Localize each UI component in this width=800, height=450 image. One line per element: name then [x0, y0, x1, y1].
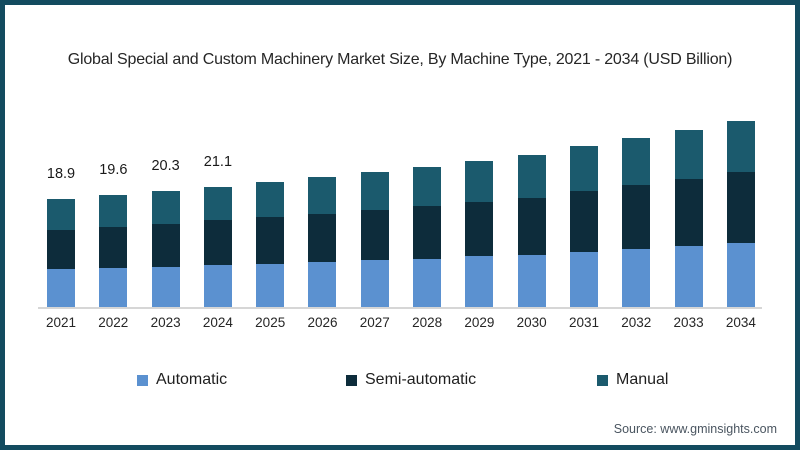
- x-tick-label-2030: 2030: [516, 315, 547, 330]
- bar-2021[interactable]: 18.9: [47, 166, 75, 307]
- bar-segment-manual-2026[interactable]: [308, 177, 337, 214]
- bar-segment-manual-2028[interactable]: [413, 166, 442, 207]
- bar-segment-manual-2032[interactable]: [622, 138, 651, 186]
- legend-swatch-automatic-icon: [137, 374, 148, 386]
- chart-title: Global Special and Custom Machinery Mark…: [67, 51, 733, 68]
- bar-segment-semi-automatic-2022[interactable]: [99, 226, 128, 269]
- x-tick-label-2033: 2033: [673, 315, 704, 330]
- x-tick-label-2022: 2022: [98, 315, 129, 330]
- bar-segment-automatic-2032[interactable]: [622, 248, 651, 307]
- x-tick-label-2027: 2027: [359, 315, 390, 330]
- x-tick-label-2021: 2021: [45, 315, 77, 330]
- x-tick-label-2025: 2025: [255, 315, 286, 330]
- bar-segment-semi-automatic-2029[interactable]: [465, 201, 494, 257]
- bar-segment-semi-automatic-2023[interactable]: [151, 223, 180, 268]
- bar-segment-manual-2027[interactable]: [360, 172, 389, 210]
- bar-segment-manual-2025[interactable]: [256, 182, 285, 218]
- bar-segment-manual-2033[interactable]: [674, 129, 703, 179]
- bar-segment-manual-2029[interactable]: [465, 160, 494, 202]
- bar-segment-automatic-2030[interactable]: [517, 254, 546, 307]
- legend-swatch-semi-automatic-icon: [346, 374, 357, 386]
- bar-total-label-2021: 18.9: [46, 166, 76, 183]
- bar-segment-manual-2030[interactable]: [517, 154, 546, 198]
- x-axis-tick-labels: 2021 2022 2023 2024 2025 2026 2027 2028 2029 2030…: [45, 315, 756, 330]
- bar-segment-semi-automatic-2034[interactable]: [726, 171, 755, 243]
- bar-segment-automatic-2021[interactable]: [47, 269, 75, 307]
- legend-swatch-manual-icon: [597, 374, 608, 386]
- bar-2025[interactable]: [256, 182, 285, 307]
- bar-segment-automatic-2028[interactable]: [413, 258, 442, 307]
- legend-item-semi-automatic[interactable]: Semi-automatic: [346, 370, 476, 390]
- bar-2022[interactable]: 19.6: [99, 162, 127, 307]
- bar-segment-manual-2024[interactable]: [203, 186, 232, 221]
- x-tick-label-2024: 2024: [202, 315, 233, 330]
- x-tick-label-2026: 2026: [307, 315, 338, 330]
- x-tick-label-2034: 2034: [725, 315, 756, 330]
- bar-2027[interactable]: [360, 172, 389, 307]
- bar-total-label-2024: 21.1: [203, 153, 233, 170]
- bar-segment-manual-2022[interactable]: [99, 195, 128, 227]
- bar-segment-automatic-2026[interactable]: [308, 262, 337, 307]
- legend-item-automatic[interactable]: Automatic: [137, 370, 227, 390]
- bar-segment-semi-automatic-2028[interactable]: [413, 206, 442, 259]
- bar-segment-semi-automatic-2032[interactable]: [622, 185, 651, 249]
- bar-2028[interactable]: [413, 166, 442, 307]
- bar-segment-semi-automatic-2031[interactable]: [569, 191, 598, 252]
- bar-2032[interactable]: [622, 138, 651, 307]
- x-tick-label-2032: 2032: [621, 315, 652, 330]
- bar-segment-manual-2034[interactable]: [726, 120, 755, 172]
- bar-segment-manual-2023[interactable]: [151, 191, 180, 224]
- bar-segment-automatic-2031[interactable]: [569, 251, 598, 307]
- bar-segment-semi-automatic-2033[interactable]: [674, 178, 703, 246]
- bar-segment-automatic-2023[interactable]: [151, 267, 180, 307]
- bar-segment-manual-2031[interactable]: [569, 146, 598, 192]
- bar-segment-manual-2021[interactable]: [47, 199, 75, 230]
- legend-label-semi-automatic: Semi-automatic: [365, 371, 477, 388]
- bar-segment-semi-automatic-2025[interactable]: [256, 217, 285, 264]
- bar-segment-semi-automatic-2024[interactable]: [203, 220, 232, 266]
- bar-2034[interactable]: [726, 120, 755, 307]
- bar-segment-automatic-2029[interactable]: [465, 256, 494, 307]
- bar-total-label-2022: 19.6: [99, 162, 128, 179]
- bar-segment-automatic-2034[interactable]: [726, 242, 755, 307]
- bar-segment-semi-automatic-2027[interactable]: [360, 209, 389, 261]
- bar-segment-automatic-2024[interactable]: [203, 265, 232, 307]
- bar-2033[interactable]: [674, 129, 703, 307]
- bar-total-label-2023: 20.3: [151, 158, 180, 175]
- bar-2023[interactable]: 20.3: [151, 158, 180, 307]
- x-tick-label-2031: 2031: [568, 315, 599, 330]
- legend-label-manual: Manual: [616, 371, 669, 388]
- bar-segment-automatic-2025[interactable]: [256, 263, 285, 307]
- bar-2024[interactable]: 21.1: [204, 154, 232, 307]
- plot-area: 18.9 19.6 20.3 21.1: [47, 120, 755, 307]
- bar-2029[interactable]: [465, 160, 494, 307]
- bar-segment-automatic-2022[interactable]: [99, 268, 128, 307]
- x-tick-label-2028: 2028: [412, 315, 443, 330]
- bar-2031[interactable]: [569, 146, 598, 307]
- legend-item-manual[interactable]: Manual: [597, 370, 668, 390]
- bar-segment-automatic-2027[interactable]: [360, 260, 389, 307]
- bar-2026[interactable]: [308, 177, 337, 307]
- bar-segment-semi-automatic-2030[interactable]: [517, 197, 546, 255]
- bar-segment-semi-automatic-2026[interactable]: [308, 213, 337, 262]
- x-tick-label-2023: 2023: [150, 315, 181, 330]
- x-tick-label-2029: 2029: [464, 315, 495, 330]
- x-axis-line: [38, 307, 762, 309]
- source-attribution: Source: www.gminsights.com: [613, 422, 777, 436]
- bar-2030[interactable]: [517, 154, 546, 307]
- legend-label-automatic: Automatic: [156, 371, 228, 388]
- bar-segment-automatic-2033[interactable]: [674, 246, 703, 307]
- bar-segment-semi-automatic-2021[interactable]: [47, 229, 75, 270]
